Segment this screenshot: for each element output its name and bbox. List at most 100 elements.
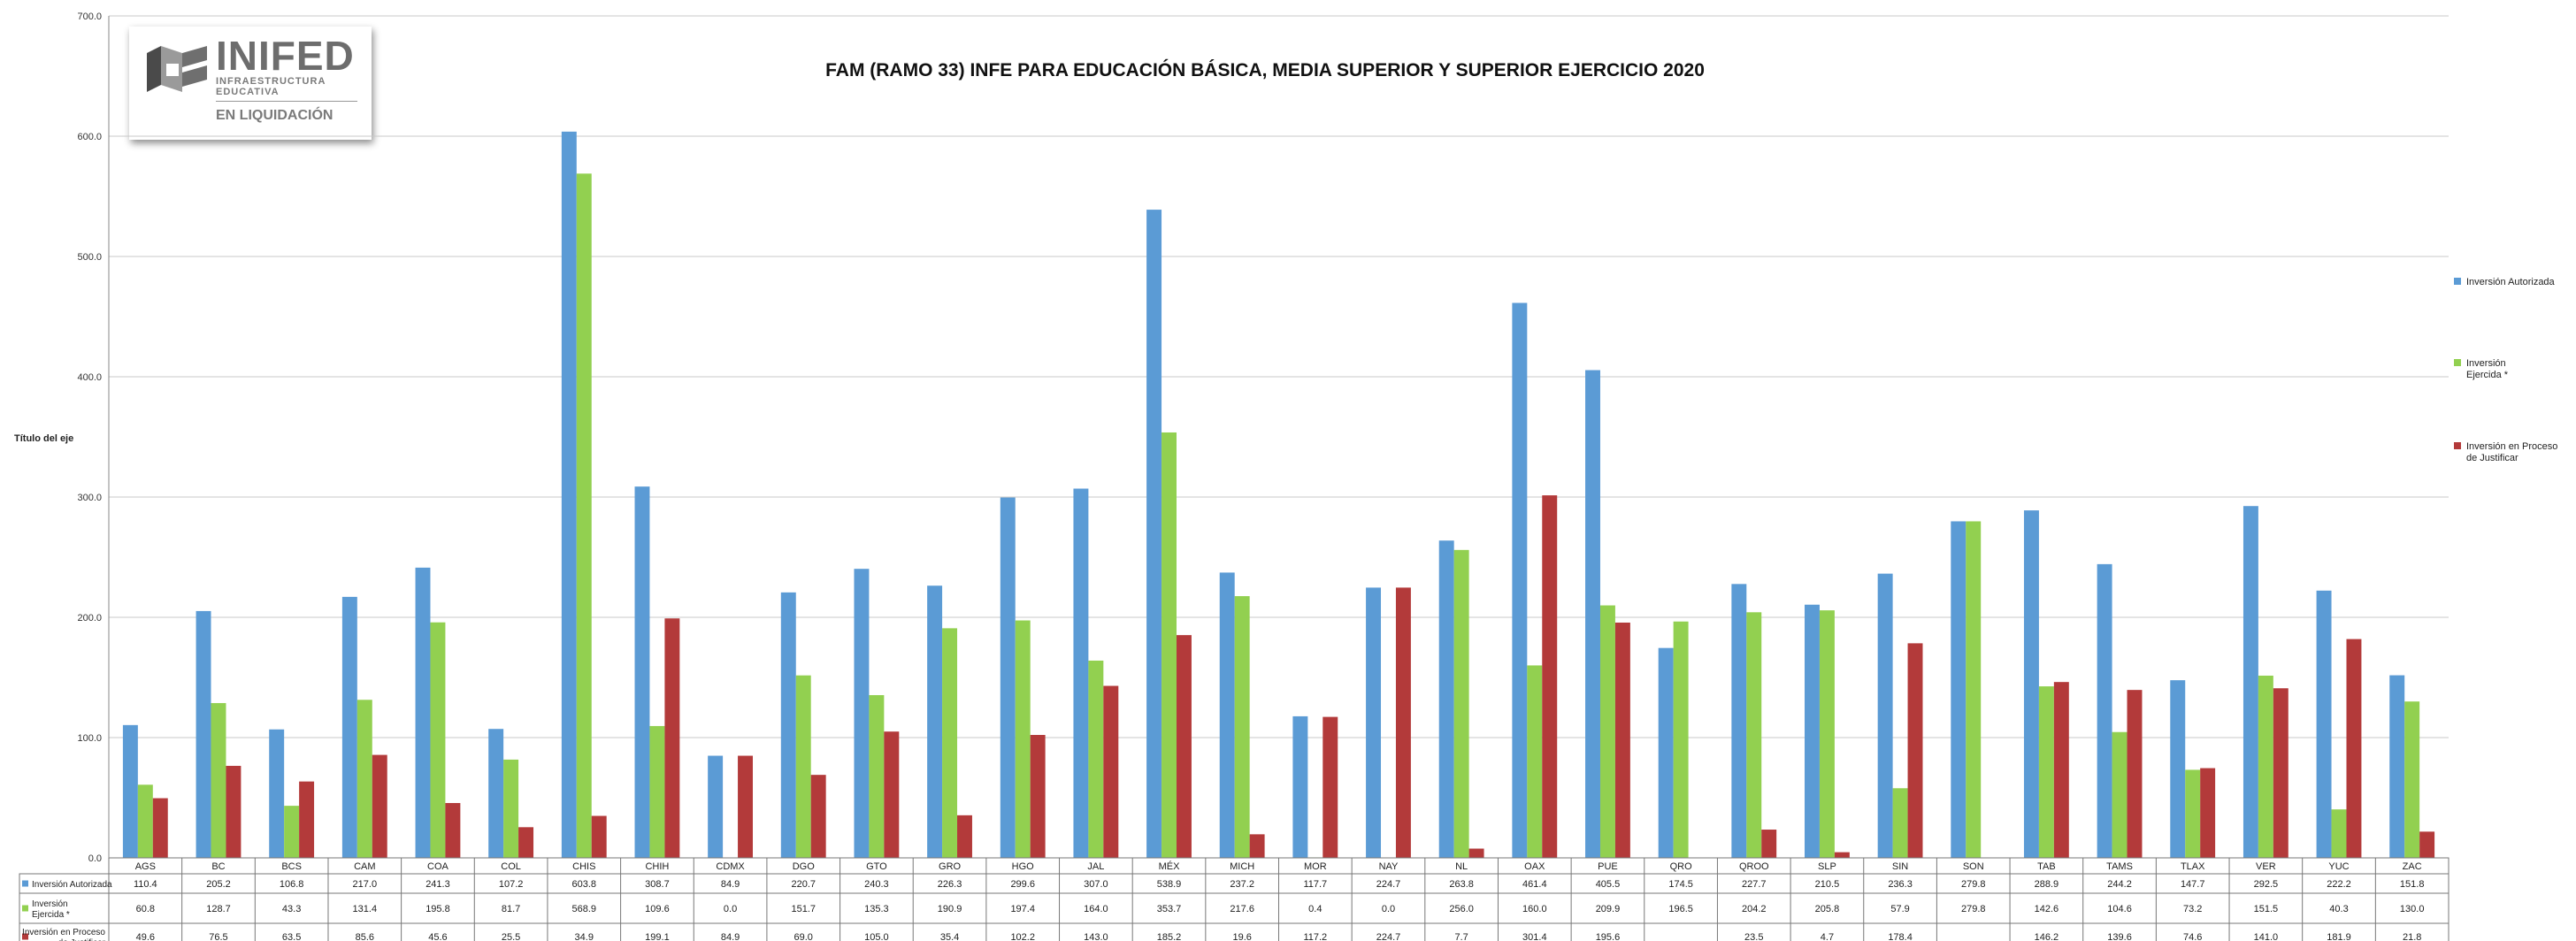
x-tick-label: TAB [2037,861,2056,872]
bar [2331,809,2347,858]
data-label: 279.8 [1961,904,1986,914]
data-label: 34.9 [575,932,594,941]
x-tick-label: MOR [1304,861,1327,872]
logo-wordmark: INIFED [216,33,355,79]
x-tick-label: SON [1963,861,1984,872]
data-label: 131.4 [353,904,378,914]
y-tick-label: 500.0 [77,252,102,263]
x-tick-label: SIN [1892,861,1908,872]
x-tick-label: AGS [135,861,156,872]
bar [1249,834,1265,858]
data-label: 244.2 [2107,879,2132,890]
bar [2404,701,2420,858]
data-label: 299.6 [1010,879,1035,890]
x-tick-label: NL [1455,861,1468,872]
bar [211,702,226,858]
bar [1015,620,1031,858]
bar [284,806,300,858]
data-label: 181.9 [2327,932,2351,941]
data-label: 109.6 [645,904,670,914]
y-tick-label: 0.0 [88,853,102,864]
data-label: 57.9 [1890,904,1909,914]
bar [2185,769,2201,858]
data-label: 256.0 [1449,904,1474,914]
data-label: 461.4 [1522,879,1547,890]
bar [1585,370,1600,858]
bar [1453,549,1469,858]
data-label: 19.6 [1232,932,1251,941]
bar [196,610,211,858]
bar [2200,768,2216,858]
data-label: 222.2 [2327,879,2351,890]
data-label: 279.8 [1961,879,1986,890]
bar [942,628,958,858]
table-series-key [22,880,28,887]
data-label: 73.2 [2183,904,2202,914]
data-label: 4.7 [1821,932,1834,941]
bar [1746,612,1762,858]
bar [2038,686,2054,858]
x-tick-label: DGO [793,861,816,872]
bar [488,729,504,858]
legend-key [2454,359,2461,366]
axis-layer: 0.0 100.0 200.0 300.0 400.0 500.0 600.0 700.0 [77,11,110,864]
bar [269,729,285,858]
data-label: 147.7 [2181,879,2205,890]
legend-key [2454,442,2461,449]
data-label: 210.5 [1815,879,1840,890]
data-label: 217.0 [353,879,378,890]
x-tick-label: VER [2256,861,2276,872]
bar [738,755,753,858]
x-tick-label: CHIS [572,861,595,872]
data-label: 7.7 [1454,932,1468,941]
x-tick-label: CAM [354,861,375,872]
table-series-name: Inversión en Proceso [22,928,105,937]
x-tick-label: MICH [1230,861,1254,872]
bar [2273,688,2288,858]
bar [1834,852,1850,858]
bar [1877,573,1893,858]
data-label: 241.3 [426,879,450,890]
data-label: 174.5 [1668,879,1693,890]
legend-label: de Justificar [2466,453,2518,463]
data-label: 35.4 [940,932,959,941]
bar [2346,639,2362,858]
x-tick-label: COL [501,861,521,872]
bar [430,622,446,858]
x-tick-label: GRO [939,861,962,872]
x-tick-label: TLAX [2181,861,2205,872]
data-label: 568.9 [572,904,597,914]
bar [1292,715,1308,858]
data-label: 353.7 [1157,904,1182,914]
data-label: 141.0 [2254,932,2279,941]
bar [634,486,650,858]
x-tick-label: COA [427,861,449,872]
bar [957,815,972,858]
bar [664,618,680,858]
data-label: 45.6 [428,932,447,941]
data-label: 263.8 [1449,879,1474,890]
data-label: 63.5 [282,932,301,941]
data-label: 292.5 [2254,879,2279,890]
data-label: 84.9 [721,932,740,941]
bar [854,569,870,858]
bar [2242,506,2258,858]
data-label: 220.7 [791,879,816,890]
bar [372,754,387,858]
bar [1614,622,1630,858]
bar [1438,540,1454,858]
bar [1000,497,1016,858]
bar [152,798,168,858]
bar [226,765,242,858]
data-label: 307.0 [1084,879,1108,890]
table-series-name: Ejercida * [32,910,70,920]
data-label: 205.8 [1815,904,1840,914]
data-label: 151.5 [2254,904,2279,914]
data-label: 538.9 [1157,879,1182,890]
data-label: 209.9 [1596,904,1621,914]
data-label: 217.6 [1230,904,1254,914]
data-label: 102.2 [1010,932,1035,941]
bar [1907,643,1923,858]
x-tick-label: QRO [1670,861,1693,872]
